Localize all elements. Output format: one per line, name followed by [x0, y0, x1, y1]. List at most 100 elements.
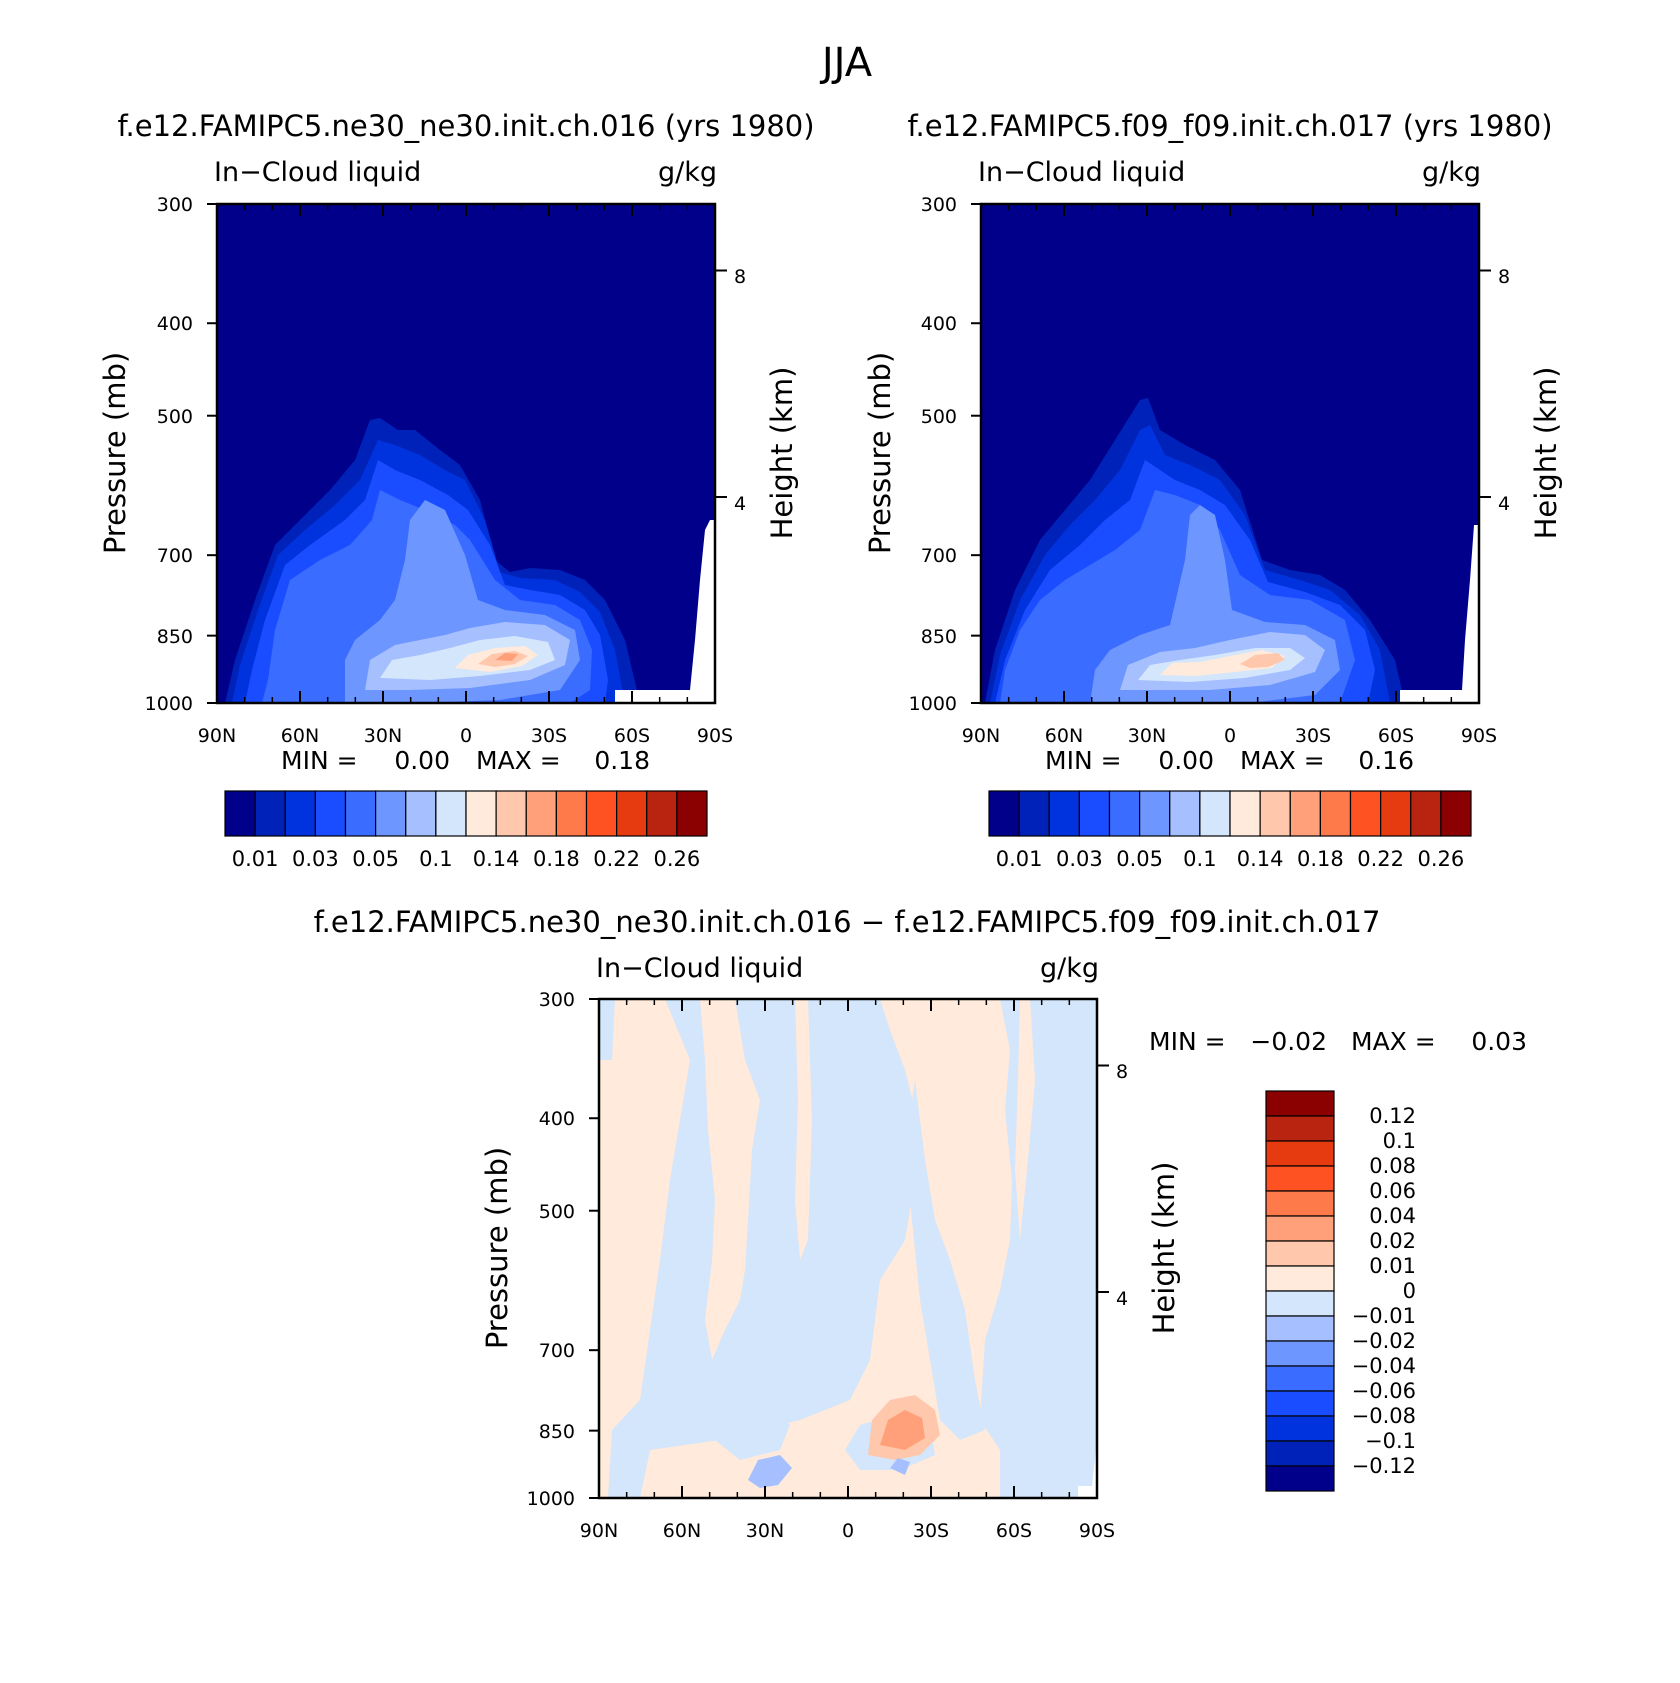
- figure-title: JJA: [819, 40, 873, 86]
- x-tick-label: 30S: [531, 725, 567, 747]
- colorbar-swatch: [1265, 1415, 1335, 1442]
- panel-c-title: f.e12.FAMIPC5.ne30_ne30.init.ch.016 − f.…: [314, 905, 1381, 939]
- panel-b-contour-field: [981, 204, 1479, 703]
- colorbar-swatch: [1169, 790, 1201, 837]
- contour-positive-band: [1015, 999, 1035, 1240]
- colorbar-tick-label: 0.26: [1417, 847, 1464, 871]
- y-right-tick-label: 8: [1116, 1061, 1128, 1083]
- panel-c: f.e12.FAMIPC5.ne30_ne30.init.ch.016 − f.…: [314, 905, 1527, 1542]
- contour-negative-hole: [905, 1080, 985, 1440]
- missing-data-region: [1400, 525, 1479, 703]
- colorbar-swatch: [1259, 790, 1291, 837]
- colorbar-swatch: [1078, 790, 1111, 837]
- colorbar-swatch: [1265, 1115, 1335, 1142]
- colorbar-swatch: [1410, 790, 1442, 837]
- max-label: MAX =: [476, 746, 561, 775]
- contour-negative-level-2: [890, 1458, 910, 1475]
- colorbar-swatch: [1265, 1315, 1335, 1342]
- colorbar-swatch: [1265, 1390, 1335, 1417]
- colorbar-tick-label: 0.26: [653, 847, 700, 871]
- colorbar-swatch: [1289, 790, 1321, 837]
- x-tick-label: 30S: [913, 1520, 949, 1542]
- colorbar-swatch: [1018, 790, 1050, 837]
- x-tick-label: 60S: [996, 1520, 1032, 1542]
- x-tick-label: 60S: [1378, 725, 1414, 747]
- colorbar-tick-label: −0.1: [1365, 1429, 1416, 1453]
- x-tick-label: 90S: [697, 725, 733, 747]
- colorbar-swatch: [1319, 790, 1352, 837]
- panel-c-ticks: [589, 998, 1109, 1499]
- y-tick-label: 700: [539, 1340, 575, 1362]
- y-right-tick-label: 4: [1116, 1288, 1128, 1310]
- colorbar-swatch: [1265, 1440, 1335, 1467]
- panel-b: f.e12.FAMIPC5.f09_f09.init.ch.017 (yrs 1…: [863, 109, 1563, 871]
- colorbar-swatch: [465, 790, 497, 837]
- y-tick-label: 1000: [527, 1488, 575, 1510]
- colorbar-swatch: [1349, 790, 1382, 837]
- y-tick-label: 300: [921, 194, 957, 216]
- contour-level-10: [495, 653, 518, 661]
- colorbar-swatch: [555, 790, 588, 837]
- y-tick-label: 500: [921, 406, 957, 428]
- panel-a: f.e12.FAMIPC5.ne30_ne30.init.ch.016 (yrs…: [98, 109, 815, 871]
- panel-c-units-label: g/kg: [1040, 953, 1099, 984]
- colorbar-swatch: [1265, 1365, 1335, 1392]
- colorbar-tick-label: 0.1: [1383, 1129, 1416, 1153]
- colorbar-swatch: [1380, 790, 1412, 837]
- y-tick-label: 700: [157, 545, 193, 567]
- colorbar-tick-label: −0.01: [1352, 1304, 1416, 1328]
- colorbar-tick-label: 0.06: [1369, 1179, 1416, 1203]
- colorbar-swatch: [375, 790, 407, 837]
- max-value: 0.16: [1358, 746, 1414, 775]
- y-tick-label: 850: [157, 626, 193, 648]
- axis-left-label: Pressure (mb): [863, 352, 897, 554]
- y-tick-label: 850: [539, 1421, 575, 1443]
- colorbar-swatch: [1265, 1240, 1335, 1267]
- colorbar-swatch: [1265, 1165, 1335, 1192]
- min-label: MIN =: [1149, 1027, 1226, 1056]
- colorbar-tick-label: 0.12: [1369, 1104, 1416, 1128]
- panel-c-variable-label: In−Cloud liquid: [596, 953, 803, 984]
- panel-a-ticks: [207, 203, 727, 704]
- max-value: 0.18: [594, 746, 650, 775]
- panel-a-colorbar: 0.01 0.03 0.05 0.1 0.14 0.18 0.22 0.26: [224, 790, 708, 871]
- colorbar-swatch: [646, 790, 678, 837]
- y-right-tick-label: 8: [1498, 266, 1510, 288]
- colorbar-tick-label: −0.08: [1352, 1404, 1416, 1428]
- contour-negative-level-2: [748, 1455, 792, 1488]
- y-tick-label: 400: [539, 1108, 575, 1130]
- y-tick-label: 1000: [145, 693, 193, 715]
- colorbar-tick-label: 0.1: [419, 847, 452, 871]
- colorbar-swatch: [616, 790, 648, 837]
- colorbar-tick-label: 0.08: [1369, 1154, 1416, 1178]
- x-tick-label: 90S: [1461, 725, 1497, 747]
- axis-left-label: Pressure (mb): [98, 352, 132, 554]
- colorbar-swatch: [1229, 790, 1261, 837]
- min-value: −0.02: [1250, 1027, 1327, 1056]
- panel-b-variable-label: In−Cloud liquid: [978, 157, 1185, 188]
- contour-positive-level-3: [880, 1410, 925, 1450]
- colorbar-tick-label: 0.02: [1369, 1229, 1416, 1253]
- colorbar-tick-label: 0.04: [1369, 1204, 1416, 1228]
- max-value: 0.03: [1471, 1027, 1527, 1056]
- colorbar-tick-label: 0.05: [352, 847, 399, 871]
- x-tick-label: 30N: [1128, 725, 1166, 747]
- min-label: MIN =: [281, 746, 358, 775]
- colorbar-tick-label: 0.03: [1056, 847, 1103, 871]
- panel-b-colorbar: 0.01 0.03 0.05 0.1 0.14 0.18 0.22 0.26: [988, 790, 1472, 871]
- axis-left-label: Pressure (mb): [480, 1147, 514, 1349]
- x-tick-label: 90N: [962, 725, 1000, 747]
- colorbar-swatch: [344, 790, 377, 837]
- x-tick-label: 60N: [281, 725, 319, 747]
- min-value: 0.00: [1158, 746, 1214, 775]
- min-label: MIN =: [1045, 746, 1122, 775]
- x-tick-label: 30N: [364, 725, 402, 747]
- x-tick-label: 30S: [1295, 725, 1331, 747]
- colorbar-tick-label: 0.03: [292, 847, 339, 871]
- x-tick-label: 90N: [198, 725, 236, 747]
- colorbar-swatch: [314, 790, 347, 837]
- colorbar-swatch: [405, 790, 437, 837]
- colorbar-tick-label: 0.01: [996, 847, 1043, 871]
- colorbar-swatch: [254, 790, 286, 837]
